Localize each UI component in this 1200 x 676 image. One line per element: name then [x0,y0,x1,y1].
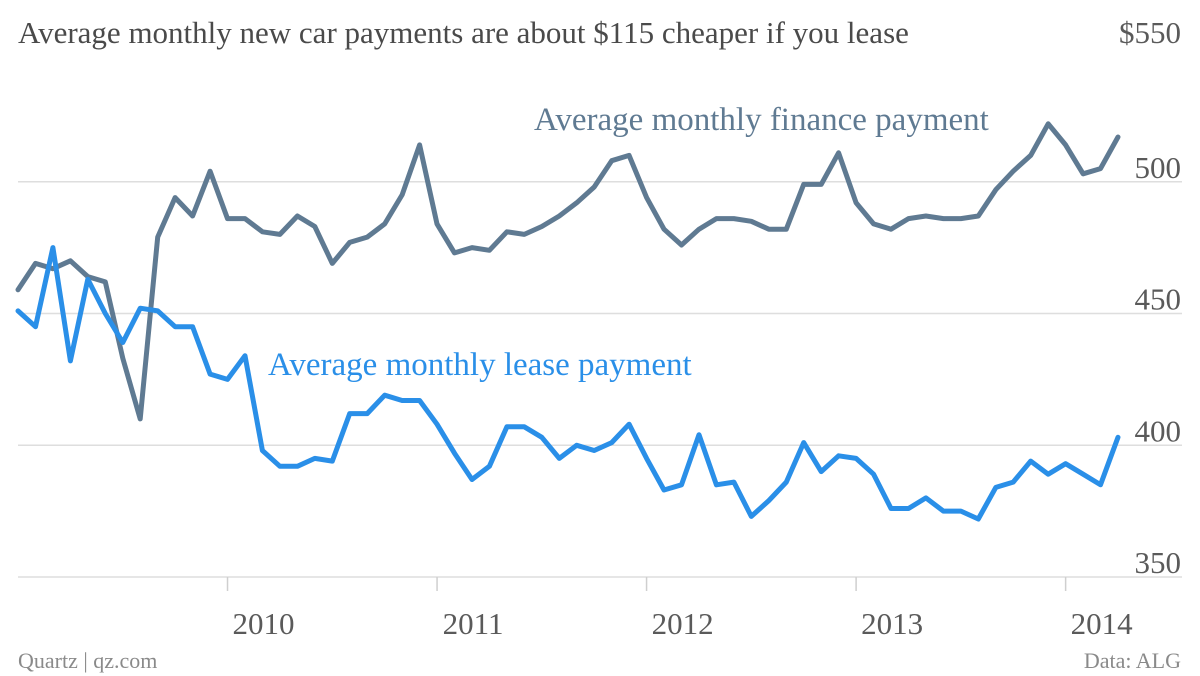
x-tick-label: 2014 [1071,606,1134,641]
x-tick-label: 2010 [233,606,295,641]
y-axis: $550 500 450 400 350 [1119,15,1181,580]
series-lines [15,121,1121,522]
finance-series-line [15,121,1121,422]
x-tick-label: 2011 [443,606,504,641]
x-tick-label: 2012 [652,606,714,641]
y-tick-label: $550 [1119,15,1181,50]
source-credit: Quartz | qz.com [18,648,157,673]
data-credit: Data: ALG [1084,648,1181,673]
x-axis: 2010 2011 2012 2013 2014 [226,577,1134,641]
lease-series-label: Average monthly lease payment [268,347,692,383]
y-tick-label: 500 [1135,150,1182,185]
y-tick-label: 400 [1135,413,1182,448]
y-tick-label: 450 [1135,282,1182,317]
lease-series-line [15,245,1121,522]
y-tick-label: 350 [1135,545,1182,580]
x-tick-label: 2013 [861,606,923,641]
chart-title: Average monthly new car payments are abo… [18,15,909,50]
finance-series-label: Average monthly finance payment [534,102,989,138]
